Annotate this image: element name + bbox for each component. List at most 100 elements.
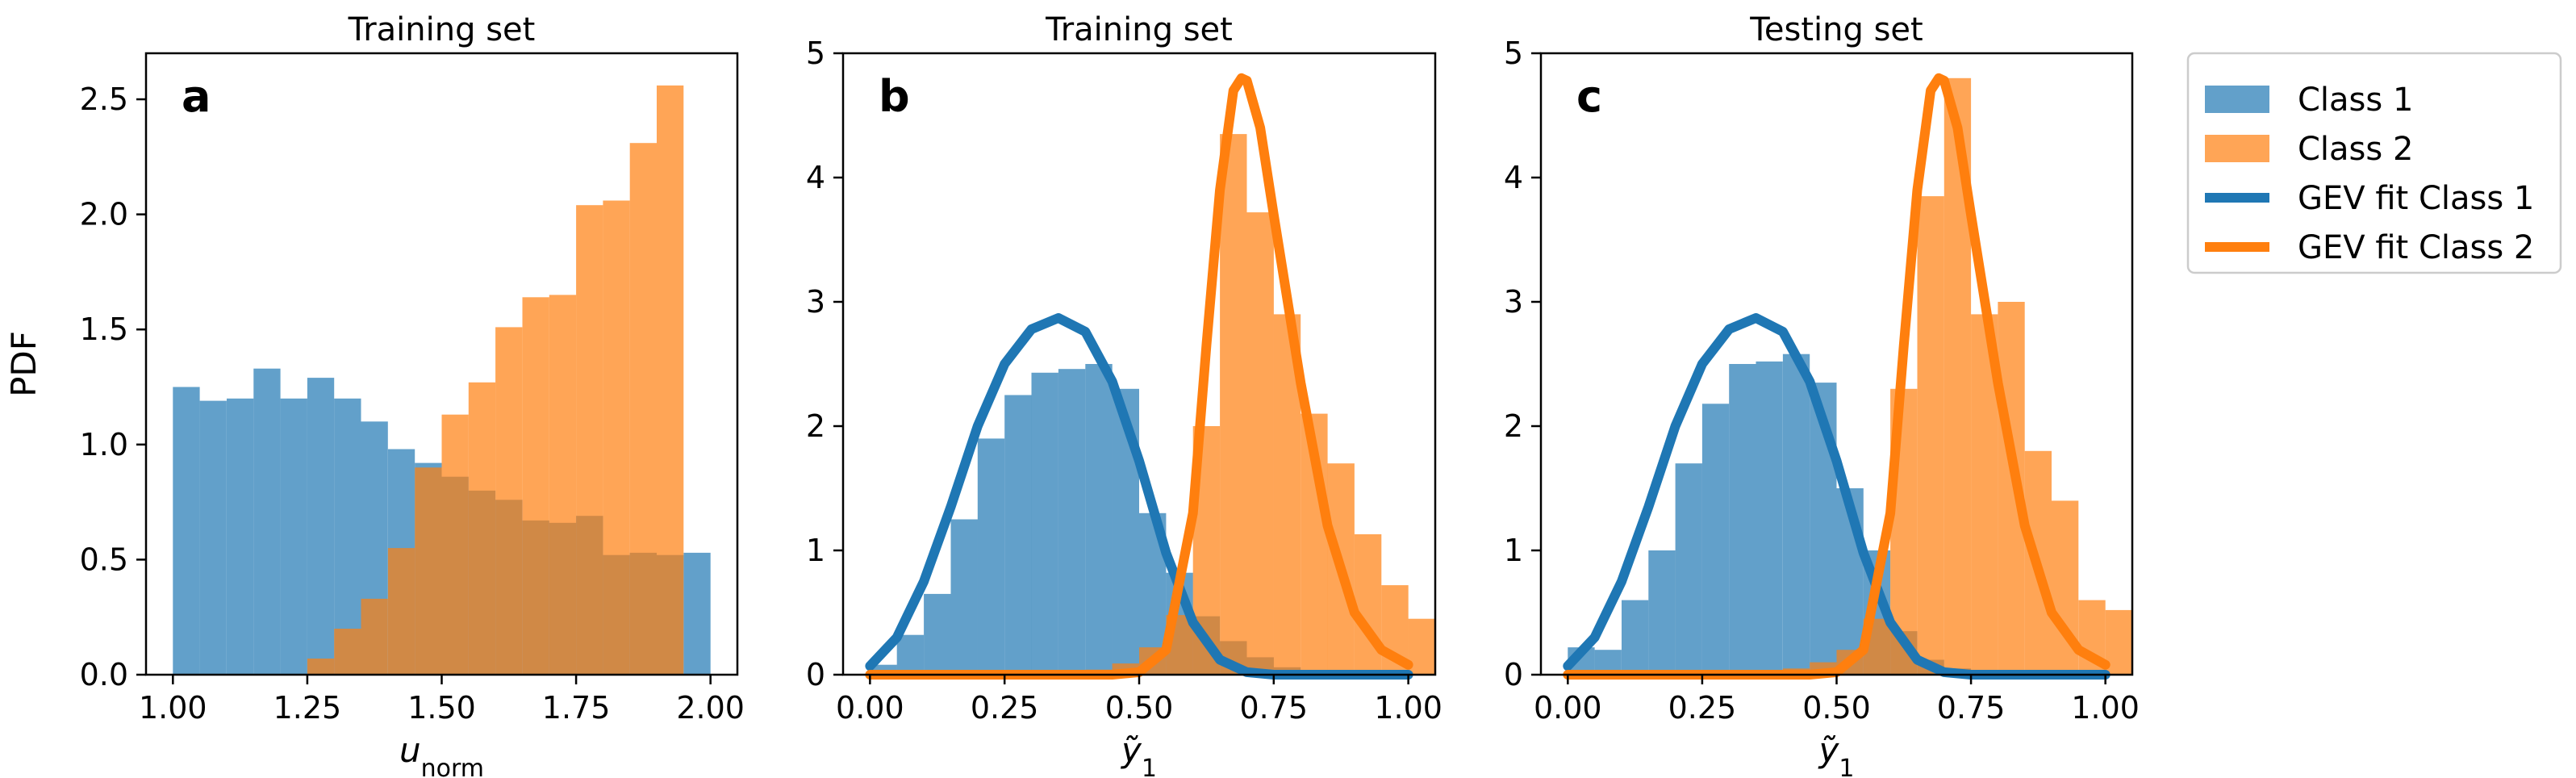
x-axis-label-base: ỹ <box>1818 730 1840 770</box>
hist-bar-class2 <box>657 85 684 675</box>
panel-a: 1.00 1.25 1.50 1.75 2.00 0.0 0.5 1.0 1.5 2.0 2.5 Tr… <box>4 11 745 778</box>
x-tick-label: 0.75 <box>1937 690 2006 726</box>
legend-label: Class 2 <box>2298 131 2413 168</box>
hist-bar-class1 <box>1058 369 1086 675</box>
y-tick-label: 4 <box>1504 160 1523 195</box>
hist-bar-class2 <box>387 548 415 675</box>
hist-bar-class2 <box>1246 212 1274 676</box>
hist-bar-class1 <box>280 398 307 675</box>
y-axis-label: PDF <box>4 331 44 397</box>
hist-bar-class1 <box>924 593 951 675</box>
panel-letter: c <box>1576 71 1602 122</box>
y-tick-label: 2 <box>1504 408 1523 444</box>
hist-bar-class2 <box>334 629 361 675</box>
y-tick-label: 3 <box>806 284 825 320</box>
hist-bar-class1 <box>173 387 200 675</box>
hist-bar-class2 <box>361 598 388 675</box>
panel-title: Training set <box>348 11 536 48</box>
legend-frame <box>2186 52 2562 274</box>
hist-bar-class2 <box>307 659 335 675</box>
x-axis-label-subscript: 1 <box>1142 755 1157 778</box>
hist-bar-class1 <box>227 398 254 675</box>
panel-title: Training set <box>1045 11 1233 48</box>
gev-curve-class2 <box>865 73 1413 680</box>
y-tick-label: 1 <box>806 533 825 568</box>
hist-bar-class1 <box>1648 550 1676 675</box>
gev-curve-class2 <box>1563 73 2110 680</box>
hist-bar-class1 <box>1004 395 1032 675</box>
hist-bar-class2 <box>441 414 469 675</box>
x-tick-label: 2.00 <box>676 690 745 726</box>
hist-bar-class1 <box>1675 463 1702 675</box>
hist-bar-class1 <box>253 368 281 675</box>
hist-bar-class2 <box>603 200 630 675</box>
hist-bar-class2 <box>1220 134 1247 676</box>
hist-bar-class1 <box>896 634 925 675</box>
x-tick-label: 0.00 <box>836 690 904 726</box>
panel-title: Testing set <box>1749 11 1923 48</box>
gev-curve-class1 <box>1563 313 2110 680</box>
hist-bar-class2 <box>576 205 603 675</box>
hist-bar-class2 <box>522 297 549 675</box>
y-tick-label: 1 <box>1504 533 1523 568</box>
hist-bar-class2 <box>549 295 577 675</box>
hist-bar-class1 <box>334 398 361 675</box>
y-tick-label: 5 <box>1504 36 1523 71</box>
hist-bar-class1 <box>1756 361 1783 675</box>
panel-letter: b <box>879 71 910 122</box>
y-tick-label: 0.5 <box>80 542 128 577</box>
legend-label: Class 1 <box>2298 82 2413 119</box>
gev-curve-class1 <box>865 313 1413 680</box>
legend-label: GEV fit Class 1 <box>2298 180 2534 217</box>
x-axis-label-base: ỹ <box>1120 730 1142 770</box>
y-tick-label: 3 <box>1504 284 1523 320</box>
x-tick-label: 0.50 <box>1105 690 1174 726</box>
x-tick-label: 0.25 <box>971 690 1039 726</box>
hist-bar-class1 <box>199 400 227 675</box>
x-axis-label: ỹ1 <box>1818 730 1855 778</box>
y-tick-label: 0 <box>806 657 825 692</box>
legend-swatch-class2 <box>2205 135 2269 162</box>
x-tick-label: 0.00 <box>1534 690 1602 726</box>
y-tick-label: 0 <box>1504 657 1523 692</box>
panel-b: 0.00 0.25 0.50 0.75 1.00 0 1 2 3 4 5 Training set b ỹ… <box>806 11 1442 778</box>
x-axis-label-base: u <box>399 730 421 770</box>
hist-bar-class1 <box>1085 364 1113 675</box>
legend-swatch-class1 <box>2205 86 2269 113</box>
hist-bar-class1 <box>1782 353 1810 675</box>
y-tick-label: 2 <box>806 408 825 444</box>
hist-bar-class1 <box>977 438 1005 675</box>
hist-bar-class1 <box>1622 600 1649 675</box>
hist-bar-class2 <box>629 143 657 675</box>
hist-bar-class1 <box>950 519 978 675</box>
x-axis-label: unorm <box>399 730 484 778</box>
x-axis-label: ỹ1 <box>1120 730 1157 778</box>
y-tick-label: 1.0 <box>80 427 128 462</box>
hist-bar-class2 <box>415 467 442 675</box>
x-tick-label: 1.00 <box>139 690 207 726</box>
y-tick-label: 2.5 <box>80 82 128 117</box>
x-axis-label-subscript: 1 <box>1839 755 1854 778</box>
x-tick-label: 1.75 <box>542 690 611 726</box>
legend-label: GEV fit Class 2 <box>2298 229 2534 266</box>
hist-bar-class1 <box>1701 404 1730 675</box>
x-tick-label: 1.00 <box>1374 690 1442 726</box>
x-axis-label-subscript: norm <box>421 755 484 778</box>
x-tick-label: 0.75 <box>1240 690 1309 726</box>
hist-bar-class2 <box>468 382 496 675</box>
x-tick-label: 0.50 <box>1802 690 1871 726</box>
y-tick-label: 1.5 <box>80 312 128 347</box>
hist-bar-class2 <box>1917 196 1944 676</box>
hist-bar-class2 <box>1354 534 1382 675</box>
hist-bar-class1 <box>1729 364 1756 675</box>
hist-bar-class1 <box>683 552 711 675</box>
panel-letter: a <box>182 71 211 122</box>
hist-bar-class2 <box>495 327 523 675</box>
y-tick-label: 4 <box>806 160 825 195</box>
y-tick-label: 2.0 <box>80 197 128 232</box>
x-tick-label: 1.00 <box>2071 690 2140 726</box>
x-tick-label: 1.50 <box>407 690 476 726</box>
y-tick-label: 5 <box>806 36 825 71</box>
